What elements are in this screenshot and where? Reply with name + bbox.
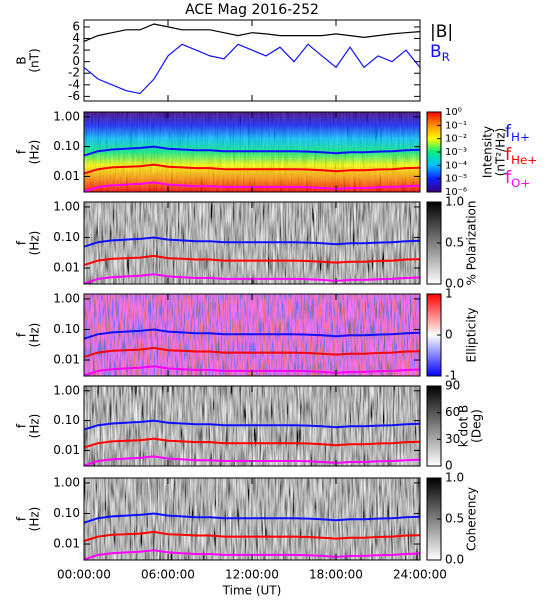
colorbar-label: Ellipticity [465,308,479,363]
x-axis-label: Time (UT) [222,584,282,598]
colorbar-tick-label: 1.0 [445,471,464,485]
colorbar [426,385,442,467]
colorbar-tick-label: 1 [445,287,453,301]
y-axis-label: f [15,149,29,154]
colorbar-tick-label: 30 [445,432,460,446]
y-axis-label: f [15,240,29,245]
colorbar-label: % Polarization [465,201,479,286]
y-axis-label: (Hz) [28,140,42,165]
series-line [83,530,421,543]
legend-entry: |B| [430,22,453,42]
y-tick-label: 6 [72,19,80,33]
series-line [83,236,421,248]
colorbar-label: (nT²/Hz) [494,128,508,176]
colorbar-tick-label: 10⁻¹ [445,120,467,131]
panel: 1.00 0.10 0.01 f (Hz) 1.0 0.5 0.0% Polarization [15,195,479,291]
colorbar-tick-label: 0 [445,459,453,473]
series-line [83,346,421,359]
chart-title: ACE Mag 2016-252 [185,2,319,18]
y-tick-label: -2 [68,66,80,80]
x-tick-label: 12:00:00 [225,568,279,582]
colorbar-tick-label: 10⁰ [445,107,462,118]
colorbar-label: Intensity [481,126,495,178]
y-tick-label: 0 [72,54,80,68]
x-tick-label: 06:00:00 [141,568,195,582]
y-tick-label: -4 [68,77,80,91]
colorbar-tick-label: 0.0 [445,277,464,291]
y-tick-label: 4 [72,31,80,45]
y-axis-label: f [15,516,29,521]
colorbar-tick-label: 0.5 [445,512,464,526]
y-axis-label: (Hz) [28,323,42,348]
panel: 1.00 0.10 0.01 f (Hz) 1 0 -1 Ellipticity [15,287,479,383]
colorbar-label: k dot B [457,405,471,447]
colorbar-tick-label: 90 [445,379,460,393]
y-tick-label: 0.10 [53,322,80,336]
y-tick-label: -6 [68,89,80,103]
legend-entry: fO+ [505,168,530,190]
y-tick-label: 1.00 [53,109,80,123]
y-tick-label: 0.10 [53,506,80,520]
y-tick-label: 1.00 [53,291,80,305]
y-tick-label: 0.10 [53,413,80,427]
y-tick-label: 0.01 [53,353,80,367]
series-line [83,163,421,175]
series-line [83,23,421,42]
colorbar-tick-label: 10⁻² [445,134,467,145]
y-axis-label: (Hz) [28,414,42,439]
x-tick-label: 18:00:00 [309,568,363,582]
colorbar-tick-label: 0 [445,328,453,342]
colorbar-tick-label: -1 [445,369,457,383]
y-axis-label: B [15,56,29,64]
colorbar-label: Coherency [465,487,479,551]
colorbar-tick-label: 0.5 [445,236,464,250]
y-tick-label: 0.01 [53,169,80,183]
legend-entry: fHe+ [505,145,537,167]
y-axis-label: f [15,332,29,337]
colorbar-tick-label: 10⁻⁵ [445,174,467,185]
series-line [83,145,421,157]
x-tick-label: 00:00:00 [57,568,111,582]
colorbar-tick-label: 1.0 [445,195,464,209]
colorbar-tick-label: 60 [445,405,460,419]
colorbar-label: (Deg) [470,409,484,443]
panel: 1.00 0.10 0.01 00:00:00 06:00:00 12:00:00 18:0… [15,471,479,598]
series-line [83,254,421,267]
panel: 1.00 0.10 0.01 f (Hz) 10⁰ 10⁻¹ 10⁻² 10⁻³ 10⁻⁴ 10⁻⁵… [15,107,538,198]
y-tick-label: 0.10 [53,230,80,244]
y-tick-label: 1.00 [53,475,80,489]
panel: 1.00 0.10 0.01 f (Hz) 90 60 30 0 k dot B (Deg) [15,379,484,473]
y-tick-label: 1.00 [53,383,80,397]
y-tick-label: 1.00 [53,199,80,213]
series-line [83,328,421,340]
legend-entry: fH+ [505,122,530,144]
y-tick-label: 0.10 [53,139,80,153]
y-axis-label: f [15,423,29,428]
colorbar-tick-label: 10⁻⁴ [445,160,467,171]
y-tick-label: 2 [72,43,80,57]
series-line [83,43,421,95]
colorbar-tick-label: 10⁻³ [445,147,467,158]
y-axis-label: (Hz) [28,231,42,256]
y-tick-label: 0.01 [53,537,80,551]
series-line [83,437,421,449]
x-tick-label: 24:00:00 [393,568,447,582]
legend-entry: BR [430,42,450,64]
series-line [83,419,421,431]
y-axis-label: (nT) [28,48,42,72]
y-tick-label: 0.01 [53,261,80,275]
y-axis-label: (Hz) [28,507,42,532]
series-line [83,512,421,524]
y-tick-label: 0.01 [53,443,80,457]
colorbar-tick-label: 0.0 [445,553,464,567]
colorbar-tick-label: 10⁻⁶ [445,187,467,198]
